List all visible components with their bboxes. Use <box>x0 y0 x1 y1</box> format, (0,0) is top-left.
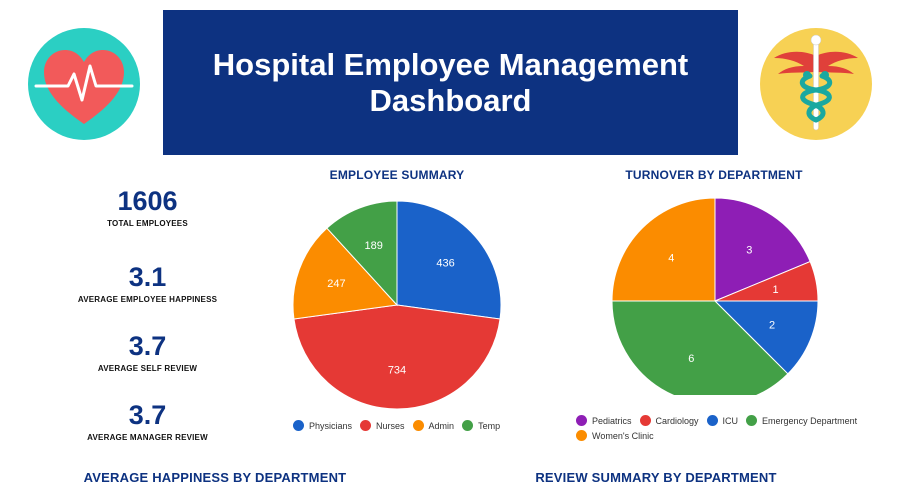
caduceus-icon <box>760 28 872 140</box>
legend-label: Cardiology <box>655 415 699 426</box>
heart-rate-icon <box>28 28 140 140</box>
legend-swatch <box>293 420 304 431</box>
legend-swatch <box>639 415 651 426</box>
legend-item-emergency-department[interactable]: Emergency Department <box>746 413 857 428</box>
employee-summary-legend: Physicians Nurses Admin Temp <box>293 418 523 433</box>
pie-slice-admin[interactable] <box>292 227 399 320</box>
legend-swatch <box>576 415 587 426</box>
turnover-legend: Pediatrics Cardiology ICU Emergency Departm… <box>576 413 866 443</box>
pie-data-label-cardiology: 1 <box>773 284 779 296</box>
legend-item-pediatrics[interactable]: Pediatrics <box>576 413 632 428</box>
legend-swatch <box>462 420 474 431</box>
legend-label: Nurses <box>376 420 405 431</box>
legend-item-temp[interactable]: Temp <box>462 418 500 433</box>
pie-slice-temp[interactable] <box>326 200 398 307</box>
pie-data-label-physicians: 436 <box>436 258 454 270</box>
kpi-label: AVERAGE SELF REVIEW <box>97 364 198 373</box>
legend-label: ICU <box>722 415 739 426</box>
page-title: Hospital Employee Management Dashboard <box>212 46 689 118</box>
kpi-value: 1606 <box>117 186 178 216</box>
legend-label: Physicians <box>309 420 353 431</box>
pie-slice-physicians[interactable] <box>396 200 502 320</box>
kpi-label: AVERAGE EMPLOYEE HAPPINESS <box>77 295 218 304</box>
legend-swatch <box>706 415 718 426</box>
pie-slice-icu[interactable] <box>713 300 819 375</box>
review-summary-title: REVIEW SUMMARY BY DEPARTMENT <box>535 470 777 485</box>
header-banner: Hospital Employee Management Dashboard <box>163 10 738 155</box>
kpi-label: TOTAL EMPLOYEES <box>107 219 188 228</box>
legend-swatch <box>412 420 424 431</box>
kpi-manager-review: 3.7 AVERAGE MANAGER REVIEW <box>40 400 255 442</box>
pie-slice-pediatrics[interactable] <box>714 197 811 302</box>
pie-data-label-admin: 247 <box>327 278 345 290</box>
legend-label: Temp <box>478 420 501 431</box>
legend-item-admin[interactable]: Admin <box>412 418 455 433</box>
turnover-title: TURNOVER BY DEPARTMENT <box>625 168 803 182</box>
legend-item-cardiology[interactable]: Cardiology <box>639 413 699 428</box>
pie-slice-nurses[interactable] <box>293 304 501 410</box>
legend-label: Women's Clinic <box>592 430 654 441</box>
legend-label: Emergency Department <box>762 415 858 426</box>
legend-swatch <box>576 430 587 441</box>
kpi-total-employees: 1606 TOTAL EMPLOYEES <box>40 186 255 228</box>
kpi-employee-happiness: 3.1 AVERAGE EMPLOYEE HAPPINESS <box>40 262 255 304</box>
kpi-value: 3.1 <box>128 262 167 292</box>
legend-swatch <box>746 415 758 426</box>
kpi-self-review: 3.7 AVERAGE SELF REVIEW <box>40 331 255 373</box>
employee-summary-pie: 436 734 247 189 <box>292 200 502 410</box>
pie-data-label-women-s-clinic: 4 <box>668 252 674 264</box>
kpi-value: 3.7 <box>128 400 167 430</box>
legend-swatch <box>360 420 372 431</box>
pie-data-label-nurses: 734 <box>388 364 406 376</box>
pie-data-label-temp: 189 <box>365 240 383 252</box>
employee-summary-title: EMPLOYEE SUMMARY <box>329 168 465 182</box>
legend-item-icu[interactable]: ICU <box>706 413 739 428</box>
happiness-by-department-title: AVERAGE HAPPINESS BY DEPARTMENT <box>83 470 347 485</box>
turnover-pie: 3 1 2 6 4 <box>611 197 819 405</box>
legend-label: Pediatrics <box>592 415 632 426</box>
employee-summary-chart: 436 734 247 189 <box>280 195 520 422</box>
pie-slice-women-s-clinic[interactable] <box>611 197 716 302</box>
legend-item-women-s-clinic[interactable]: Women's Clinic <box>576 428 654 443</box>
kpi-value: 3.7 <box>128 331 167 361</box>
pie-data-label-pediatrics: 3 <box>746 245 752 257</box>
legend-label: Admin <box>428 420 455 431</box>
pie-data-label-icu: 2 <box>769 320 775 332</box>
turnover-chart: 3 1 2 6 4 <box>596 195 836 405</box>
kpi-label: AVERAGE MANAGER REVIEW <box>87 433 208 442</box>
legend-item-nurses[interactable]: Nurses <box>360 418 405 433</box>
legend-item-physicians[interactable]: Physicians <box>293 418 352 433</box>
pie-data-label-emergency-department: 6 <box>688 353 694 365</box>
